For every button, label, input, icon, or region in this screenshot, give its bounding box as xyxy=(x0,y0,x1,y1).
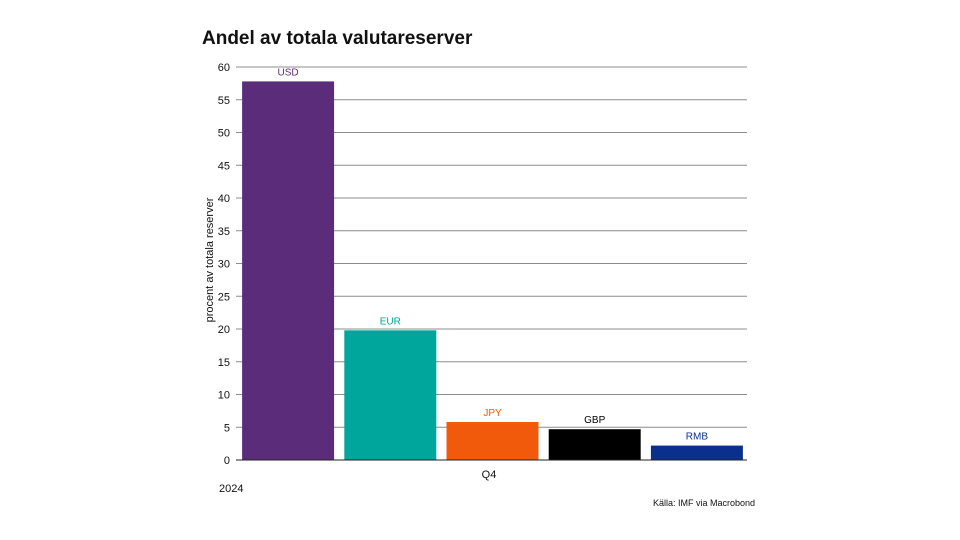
bar-label-rmb: RMB xyxy=(686,432,709,443)
x-year-label: 2024 xyxy=(219,483,243,495)
y-tick-label: 5 xyxy=(224,422,230,434)
y-tick-label: 30 xyxy=(218,259,230,271)
y-tick-label: 55 xyxy=(218,95,230,107)
y-tick-label: 15 xyxy=(218,357,230,369)
y-tick-label: 50 xyxy=(218,128,230,140)
bar-label-eur: EUR xyxy=(380,316,401,327)
bars xyxy=(242,81,743,460)
chart-title: Andel av totala valutareserver xyxy=(202,28,473,49)
bar-eur xyxy=(344,330,437,460)
bar-rmb xyxy=(650,445,743,460)
y-tick-label: 60 xyxy=(218,62,230,74)
y-tick-label: 0 xyxy=(224,455,230,467)
x-period-label: Q4 xyxy=(482,469,497,481)
bar-usd xyxy=(242,81,335,460)
y-tick-label: 20 xyxy=(218,324,230,336)
source-note: Källa: IMF via Macrobond xyxy=(652,498,755,508)
bar-label-gbp: GBP xyxy=(584,415,605,426)
y-tick-label: 10 xyxy=(218,390,230,402)
y-tick-label: 40 xyxy=(218,193,230,205)
y-tick-label: 25 xyxy=(218,291,230,303)
y-tick-label: 45 xyxy=(218,160,230,172)
bar-jpy xyxy=(446,422,539,460)
y-tick-labels: 0 5 10 15 20 25 30 35 40 45 50 55 60 xyxy=(218,62,230,467)
bar-label-jpy: JPY xyxy=(483,408,502,419)
y-axis-label: procent av totala reserver xyxy=(204,197,216,322)
bar-gbp xyxy=(548,429,641,460)
bar-label-usd: USD xyxy=(278,67,299,78)
bar-labels: USD EUR JPY GBP RMB xyxy=(278,67,709,442)
y-tick-label: 35 xyxy=(218,226,230,238)
